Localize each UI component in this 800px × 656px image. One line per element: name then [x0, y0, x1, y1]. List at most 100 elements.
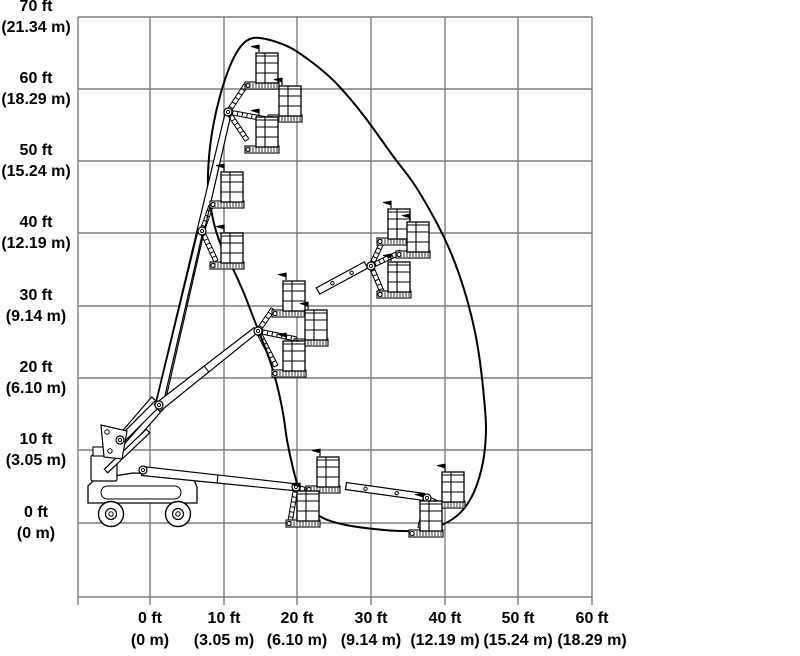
wheel: [108, 511, 114, 517]
console-flag-icon: [382, 253, 392, 259]
x-tick-meters: (9.14 m): [340, 632, 402, 649]
x-tick-feet: 10 ft: [207, 610, 241, 627]
boom-beams: [103, 112, 426, 502]
basket-cage: [220, 171, 244, 203]
x-tick-feet: 0 ft: [138, 610, 162, 627]
console-flag-icon: [299, 301, 309, 307]
basket-cage: [282, 340, 306, 372]
y-tick-meters: (15.24 m): [1, 163, 71, 180]
base-roller: [245, 83, 251, 88]
beam-bolt: [330, 281, 335, 286]
x-tick-meters: (15.24 m): [483, 632, 553, 649]
x-tick-meters: (6.10 m): [266, 632, 328, 649]
console-flag-icon: [291, 482, 301, 488]
x-tick-label: 40 ft (12.19 m): [375, 608, 515, 652]
pivot-pin: [199, 228, 205, 234]
x-tick-label: 30 ft (9.14 m): [301, 608, 441, 652]
base-roller: [210, 263, 216, 268]
beam-bolt: [349, 270, 354, 275]
basket-cage: [282, 280, 306, 312]
basket-cage: [278, 85, 302, 117]
y-tick-label: 20 ft (6.10 m): [0, 357, 106, 399]
boom-beam: [315, 261, 369, 295]
basket-cage: [316, 456, 340, 488]
y-tick-label: 70 ft (21.34 m): [0, 0, 106, 38]
beam-seam: [203, 365, 210, 373]
platform-upperleft-up: [209, 163, 245, 209]
y-tick-label: 10 ft (3.05 m): [0, 429, 106, 471]
base-roller: [286, 521, 292, 526]
console-flag-icon: [215, 224, 225, 230]
beam-bolt: [394, 490, 399, 496]
basket-cage: [296, 490, 320, 522]
jib-link: [255, 329, 279, 368]
grid: [77, 16, 593, 605]
base-roller: [245, 147, 251, 152]
pivot-pin: [225, 109, 231, 115]
platform-mid-up: [271, 272, 307, 318]
x-tick-meters: (12.19 m): [410, 632, 480, 649]
x-tick-feet: 40 ft: [428, 610, 462, 627]
x-tick-feet: 50 ft: [501, 610, 535, 627]
platform-right-up: [376, 200, 412, 246]
y-tick-label: 30 ft (9.14 m): [0, 285, 106, 327]
platform-top-up: [244, 44, 280, 90]
wheel: [175, 511, 181, 517]
base-roller: [377, 239, 383, 244]
base-roller: [396, 252, 402, 257]
platform-low-up: [305, 448, 341, 494]
y-tick-meters: (21.34 m): [1, 19, 71, 36]
y-tick-label: 50 ft (15.24 m): [0, 140, 106, 182]
platform-right-down: [376, 253, 412, 299]
x-tick-meters: (18.29 m): [557, 632, 627, 649]
chassis: [87, 446, 198, 528]
y-tick-feet: 20 ft: [19, 359, 53, 376]
basket-cage: [441, 471, 465, 503]
plate-hole: [107, 448, 113, 454]
boom-beam: [103, 428, 151, 474]
pivot-pin: [117, 437, 123, 443]
beam-seam: [216, 474, 219, 484]
x-tick-label: 60 ft (18.29 m): [522, 608, 662, 652]
console-flag-icon: [311, 448, 321, 454]
console-flag-icon: [273, 77, 283, 83]
y-tick-label: 40 ft (12.19 m): [0, 212, 106, 254]
y-tick-feet: 40 ft: [19, 214, 53, 231]
pivot-pin: [255, 328, 261, 334]
y-tick-feet: 10 ft: [19, 431, 53, 448]
y-tick-meters: (12.19 m): [1, 235, 71, 252]
basket-cage: [387, 261, 411, 293]
platform-upperleft-down: [209, 224, 245, 270]
x-tick-feet: 60 ft: [575, 610, 609, 627]
base-roller: [409, 531, 415, 536]
pivot-pin: [368, 263, 374, 269]
console-flag-icon: [382, 200, 392, 206]
x-tick-meters: (3.05 m): [193, 632, 255, 649]
console-flag-icon: [436, 463, 446, 469]
x-tick-label: 10 ft (3.05 m): [154, 608, 294, 652]
base-roller: [272, 311, 278, 316]
y-tick-meters: (6.10 m): [5, 380, 67, 397]
x-tick-meters: (0 m): [130, 632, 170, 649]
boom-beam: [344, 481, 426, 502]
x-tick-label: 20 ft (6.10 m): [227, 608, 367, 652]
console-flag-icon: [414, 492, 424, 498]
y-tick-feet: 70 ft: [19, 0, 53, 15]
working-envelope-curve: [206, 36, 488, 533]
basket-cage: [220, 232, 244, 264]
x-tick-feet: 20 ft: [280, 610, 314, 627]
basket-cage: [255, 52, 279, 84]
y-tick-feet: 50 ft: [19, 142, 53, 159]
base-roller: [377, 292, 383, 297]
plate-hole: [104, 429, 110, 435]
console-flag-icon: [401, 213, 411, 219]
boom-lift-machine: [87, 44, 466, 538]
pivot-pin: [156, 402, 162, 408]
console-flag-icon: [215, 163, 225, 169]
y-tick-label: 0 ft (0 m): [0, 502, 106, 544]
platform-top-down: [244, 108, 280, 154]
basket-cage: [255, 116, 279, 148]
basket-cage: [406, 221, 430, 253]
